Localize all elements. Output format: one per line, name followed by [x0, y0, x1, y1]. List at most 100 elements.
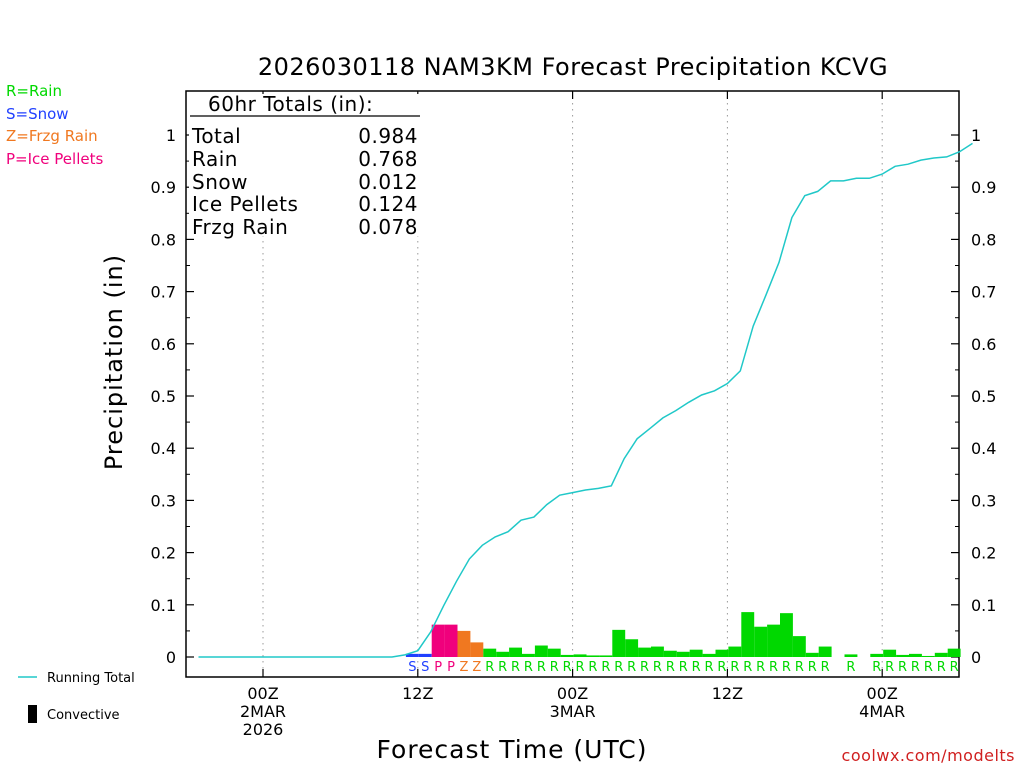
precip-bar [573, 654, 587, 657]
precip-bar [767, 624, 780, 657]
y-tick-label-right: 0.8 [971, 230, 996, 249]
y-tick-label-left: 1 [166, 126, 176, 145]
y-tick-label-left: 0 [166, 648, 176, 667]
precip-type-letter: R [601, 660, 610, 675]
y-axis-left: 0 0.1 0.2 0.3 0.4 0.5 0.6 0.7 0.8 0.9 1 [151, 126, 194, 667]
precip-bar [702, 653, 716, 657]
precip-bar [560, 654, 574, 657]
precip-type-letter: R [666, 660, 675, 675]
precip-bar [612, 629, 626, 657]
precip-bar [638, 647, 651, 657]
precip-type-letter: R [782, 660, 791, 675]
y-tick-label-right: 0.6 [971, 335, 996, 354]
precip-bar [715, 649, 729, 657]
precip-type-letter: P [434, 660, 442, 675]
precip-type-letter: R [885, 660, 894, 675]
precip-type-letter: R [717, 660, 726, 675]
precip-bar [754, 626, 768, 657]
precip-type-letter: R [846, 660, 855, 675]
y-tick-label-right: 0.7 [971, 283, 996, 302]
precip-bar [586, 655, 600, 657]
y-tick-label-right: 0.2 [971, 544, 996, 563]
totals-value-total: 0.984 [358, 124, 418, 148]
precip-type-letter: R [614, 660, 623, 675]
precip-type-letter: R [692, 660, 701, 675]
precip-bar [534, 645, 548, 657]
precip-type-letter: R [730, 660, 739, 675]
running-total-line [198, 142, 973, 658]
precip-bar [496, 651, 510, 657]
precip-bar [457, 630, 471, 657]
precip-type-letter: R [524, 660, 533, 675]
totals-box: 60hr Totals (in): Total 0.984 Rain 0.768… [189, 92, 423, 239]
precip-type-letter: R [911, 660, 920, 675]
precip-bar [818, 646, 832, 657]
precip-type-letter: R [898, 660, 907, 675]
y-tick-label-left: 0.1 [151, 596, 176, 615]
precip-bar [651, 646, 664, 657]
precip-type-letter: R [588, 660, 597, 675]
precip-bar [599, 655, 613, 657]
totals-label-frzg-rain: Frzg Rain [192, 215, 288, 239]
x-tick-label: 4MAR [859, 702, 905, 721]
y-tick-label-right: 0 [971, 648, 981, 667]
precip-type-letter: R [950, 660, 959, 675]
precip-bar [870, 653, 884, 657]
precip-bar [741, 612, 755, 657]
legend-ice-pellets: P=Ice Pellets [6, 150, 103, 168]
precip-bar [470, 642, 484, 657]
precip-bar [676, 651, 690, 657]
precip-type-letter: R [756, 660, 765, 675]
y-tick-label-right: 0.9 [971, 178, 996, 197]
y-tick-label-right: 0.5 [971, 387, 996, 406]
precip-type-letter: R [808, 660, 817, 675]
precip-bar [909, 653, 922, 657]
y-axis-right: 0 0.1 0.2 0.3 0.4 0.5 0.6 0.7 0.8 0.9 1 [951, 126, 996, 667]
precip-type-letter: R [937, 660, 946, 675]
totals-label-rain: Rain [192, 147, 238, 171]
precip-type-legend: R=Rain S=Snow Z=Frzg Rain P=Ice Pellets [6, 82, 103, 168]
precip-type-letter: S [421, 660, 429, 675]
precip-type-letter: R [924, 660, 933, 675]
precip-type-letter: R [743, 660, 752, 675]
precip-type-letter: R [640, 660, 649, 675]
legend-rain: R=Rain [6, 82, 62, 100]
precip-type-letter: R [563, 660, 572, 675]
series-legend: Running Total Convective [18, 671, 135, 723]
precip-type-letter: R [537, 660, 546, 675]
precip-type-letter: R [795, 660, 804, 675]
precip-bar [921, 655, 935, 657]
totals-label-total: Total [191, 124, 241, 148]
x-tick-label: 12Z [712, 684, 743, 703]
precip-bar [663, 650, 677, 657]
precip-type-letter: R [550, 660, 559, 675]
y-tick-label-left: 0.6 [151, 335, 176, 354]
x-tick-label: 00Z [557, 684, 588, 703]
x-tick-label: 00Z [867, 684, 898, 703]
precip-bar [728, 646, 742, 657]
running-total-legend-label: Running Total [47, 671, 135, 686]
hourly-precip-bars [405, 612, 961, 657]
y-tick-label-right: 1 [971, 126, 981, 145]
precip-bar [431, 624, 445, 657]
y-tick-label-right: 0.3 [971, 491, 996, 510]
precip-type-letter: Z [459, 660, 468, 675]
precip-bar [689, 649, 703, 657]
totals-value-ice-pellets: 0.124 [358, 192, 418, 216]
totals-label-snow: Snow [192, 170, 248, 194]
legend-snow: S=Snow [6, 105, 69, 123]
totals-value-rain: 0.768 [358, 147, 418, 171]
precip-type-letter: R [872, 660, 881, 675]
x-tick-label: 2026 [243, 720, 284, 739]
precip-type-letter: R [498, 660, 507, 675]
precip-bar [483, 648, 497, 657]
x-tick-label: 12Z [402, 684, 433, 703]
precip-type-letter: R [705, 660, 714, 675]
totals-value-snow: 0.012 [358, 170, 418, 194]
precip-bar [509, 647, 522, 657]
precip-bar [625, 639, 639, 657]
precip-type-letter: R [679, 660, 688, 675]
y-tick-label-right: 0.4 [971, 439, 996, 458]
